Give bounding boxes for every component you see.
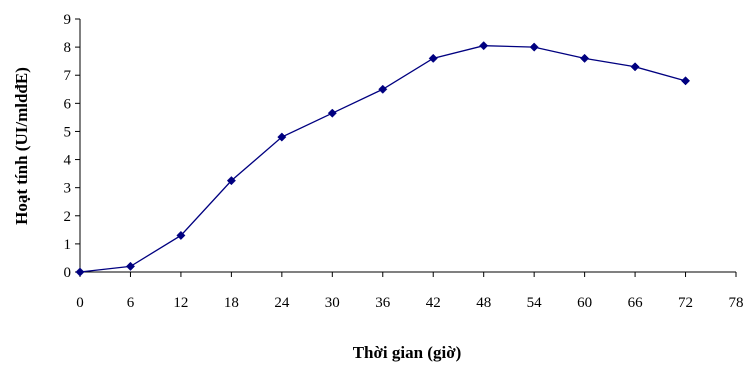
x-tick-label: 72 xyxy=(678,295,693,311)
x-tick-label: 0 xyxy=(76,295,84,311)
x-tick-label: 12 xyxy=(173,295,188,311)
x-tick-label: 66 xyxy=(628,295,644,311)
plot-area xyxy=(75,41,691,277)
series-line xyxy=(79,45,686,273)
x-tick-label: 30 xyxy=(325,295,340,311)
y-axis-title: Hoạt tính (UI/mldđE) xyxy=(12,67,31,225)
x-tick-label: 24 xyxy=(274,295,290,311)
x-tick-label: 48 xyxy=(476,295,491,311)
x-tick-label: 18 xyxy=(224,295,239,311)
data-point xyxy=(176,230,186,241)
data-point xyxy=(277,132,287,142)
data-point xyxy=(327,108,337,118)
data-point xyxy=(378,84,388,94)
x-axis-ticks: 0 6 12 18 24 30 36 42 48 54 60 66 72 78 xyxy=(76,272,744,311)
x-tick-label: 6 xyxy=(127,295,135,311)
y-axis-ticks: 0 1 2 3 4 5 6 7 8 9 xyxy=(64,12,80,281)
data-point xyxy=(529,42,539,52)
x-tick-label: 42 xyxy=(426,295,441,311)
y-tick-label: 0 xyxy=(64,265,72,281)
x-tick-label: 54 xyxy=(527,295,543,311)
x-tick-label: 78 xyxy=(729,295,744,311)
data-point xyxy=(75,267,85,277)
x-tick-label: 60 xyxy=(577,295,592,311)
y-tick-label: 1 xyxy=(64,237,72,253)
x-tick-label: 36 xyxy=(375,295,391,311)
data-point xyxy=(680,76,691,86)
y-tick-label: 2 xyxy=(64,209,72,225)
data-point xyxy=(479,41,489,51)
y-tick-label: 8 xyxy=(64,40,72,56)
y-tick-label: 3 xyxy=(64,181,72,197)
data-point xyxy=(125,261,136,271)
y-tick-label: 9 xyxy=(64,12,72,28)
data-point xyxy=(630,62,640,72)
data-point xyxy=(428,53,438,63)
y-tick-label: 7 xyxy=(64,68,72,84)
y-tick-label: 6 xyxy=(64,96,72,112)
y-tick-label: 4 xyxy=(64,153,72,169)
data-point xyxy=(226,176,236,186)
x-axis-title: Thời gian (giờ) xyxy=(353,343,462,362)
data-point xyxy=(580,53,590,63)
y-tick-label: 5 xyxy=(64,124,72,140)
